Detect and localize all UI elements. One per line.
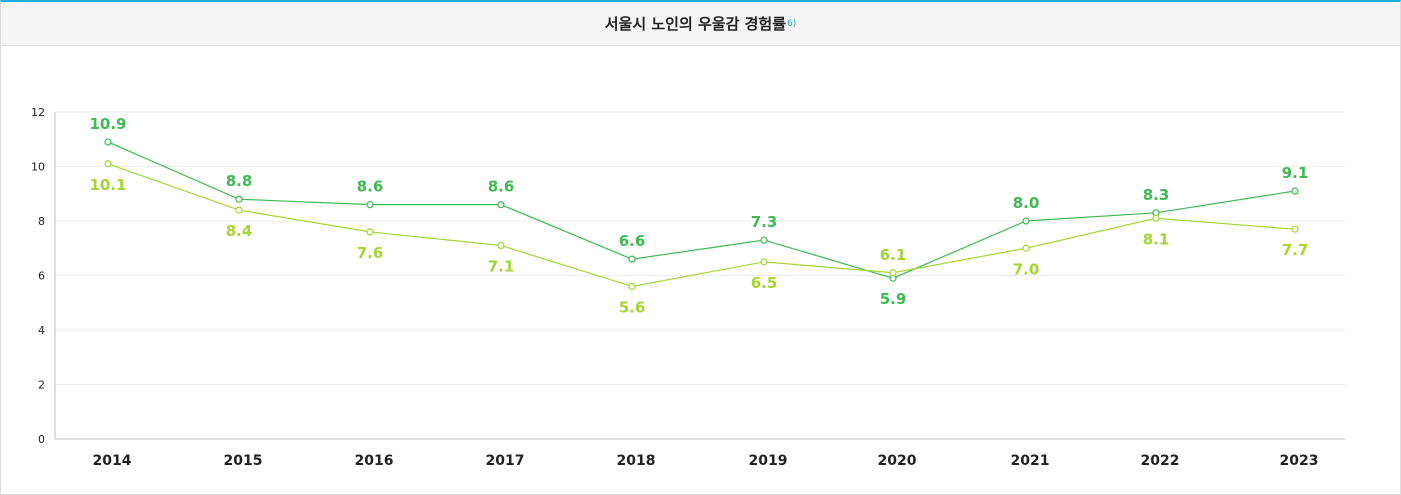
y-tick-label: 4 xyxy=(38,324,45,337)
data-point xyxy=(1291,187,1299,195)
data-point xyxy=(889,269,897,277)
data-point xyxy=(1022,244,1030,252)
data-label: 10.9 xyxy=(89,115,126,133)
gridlines xyxy=(55,111,1345,385)
x-axis-ticks: 2014 2015 2016 2017 2018 2019 2020 2021 2022 2023 xyxy=(93,453,1319,469)
y-tick-label: 12 xyxy=(31,106,45,119)
data-label: 10.1 xyxy=(89,176,126,194)
data-label: 8.4 xyxy=(226,222,253,240)
y-tick-label: 8 xyxy=(38,215,45,228)
data-label: 7.3 xyxy=(751,213,778,231)
data-label: 6.5 xyxy=(751,274,778,292)
footnote-marker[interactable]: 6) xyxy=(787,18,797,29)
y-tick-label: 10 xyxy=(31,161,45,174)
data-point xyxy=(760,236,768,244)
data-point xyxy=(497,201,505,209)
data-label: 7.6 xyxy=(357,244,384,262)
axes xyxy=(54,112,1345,440)
data-point xyxy=(760,258,768,266)
data-point xyxy=(1152,214,1160,222)
y-tick-label: 6 xyxy=(38,270,45,283)
chart-title: 서울시 노인의 우울감 경험률 xyxy=(604,15,787,33)
data-point xyxy=(366,201,374,209)
data-label: 8.6 xyxy=(488,178,515,196)
series-line-1 xyxy=(107,163,1296,288)
data-point xyxy=(628,255,636,263)
data-label: 6.6 xyxy=(619,232,646,250)
data-label: 7.0 xyxy=(1013,260,1040,278)
data-label: 8.1 xyxy=(1143,230,1170,248)
x-tick-label: 2020 xyxy=(878,453,917,469)
x-tick-label: 2019 xyxy=(749,453,788,469)
x-tick-label: 2018 xyxy=(617,453,656,469)
x-tick-label: 2017 xyxy=(486,453,525,469)
data-label: 9.1 xyxy=(1282,164,1309,182)
data-point xyxy=(1022,217,1030,225)
data-label: 5.6 xyxy=(619,298,646,316)
series-line-0 xyxy=(107,141,1296,279)
data-point xyxy=(235,195,243,203)
data-point xyxy=(497,241,505,250)
y-tick-label: 0 xyxy=(38,433,45,446)
data-label: 8.0 xyxy=(1013,194,1040,212)
x-tick-label: 2023 xyxy=(1280,453,1319,469)
x-tick-label: 2015 xyxy=(224,453,263,469)
data-point xyxy=(1291,225,1299,233)
x-tick-label: 2021 xyxy=(1011,453,1050,469)
series-layer: 10.9 10.1 8.8 8.4 8.6 7.6 8.6 7.1 6.6 5.6 7.3 6.5 5.… xyxy=(89,115,1308,316)
data-label: 8.3 xyxy=(1143,186,1170,204)
x-tick-label: 2016 xyxy=(355,453,394,469)
data-point xyxy=(235,206,243,214)
data-label: 8.8 xyxy=(226,172,253,190)
data-label: 6.1 xyxy=(880,246,907,264)
data-point xyxy=(366,228,374,236)
data-point xyxy=(104,160,112,168)
data-point xyxy=(104,138,112,146)
chart-header: 서울시 노인의 우울감 경험률 6) xyxy=(1,2,1400,46)
data-label: 8.6 xyxy=(357,178,384,196)
data-label: 7.1 xyxy=(488,258,515,276)
y-axis-ticks: 0 2 4 6 8 10 12 xyxy=(31,106,45,446)
data-label: 5.9 xyxy=(880,290,907,308)
data-label: 7.7 xyxy=(1282,241,1309,259)
data-point xyxy=(628,282,636,290)
x-tick-label: 2014 xyxy=(93,453,132,469)
y-tick-label: 2 xyxy=(38,379,45,392)
x-tick-label: 2022 xyxy=(1141,453,1180,469)
